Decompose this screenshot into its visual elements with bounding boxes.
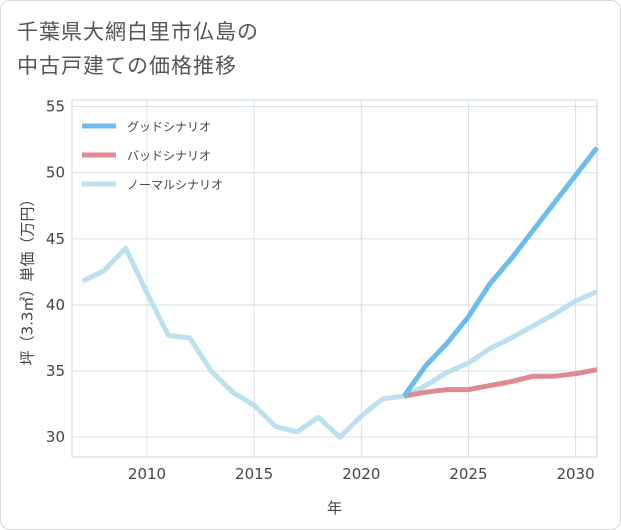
axes: 2010 2015 2020 2025 2030 30 35 40 45 50 55 bbox=[46, 98, 595, 483]
legend-label: グッドシナリオ bbox=[127, 120, 211, 134]
x-axis-title: 年 bbox=[327, 499, 342, 517]
series-line-0 bbox=[402, 146, 599, 398]
x-tick-label: 2020 bbox=[342, 465, 380, 483]
legend-label: ノーマルシナリオ bbox=[127, 178, 223, 192]
x-tick-label: 2025 bbox=[449, 465, 487, 483]
y-tick-label: 55 bbox=[46, 98, 65, 116]
y-tick-label: 40 bbox=[46, 296, 65, 314]
chart-title-line-1: 千葉県大網白里市仏島の bbox=[17, 20, 259, 44]
x-tick-label: 2030 bbox=[556, 465, 594, 483]
y-tick-label: 45 bbox=[46, 230, 65, 248]
y-tick-label: 35 bbox=[46, 362, 65, 380]
chart-title-line-2: 中古戸建ての価格推移 bbox=[17, 54, 237, 78]
chart-title: 千葉県大網白里市仏島の 中古戸建ての価格推移 bbox=[17, 15, 259, 83]
series-layer bbox=[81, 146, 599, 440]
y-tick-label: 30 bbox=[46, 428, 65, 446]
series-line-2 bbox=[81, 245, 598, 440]
x-tick-label: 2015 bbox=[235, 465, 273, 483]
y-tick-label: 50 bbox=[46, 164, 65, 182]
x-tick-label: 2010 bbox=[128, 465, 166, 483]
plot-frame bbox=[71, 99, 598, 458]
legend-label: バッドシナリオ bbox=[127, 149, 211, 163]
grid bbox=[71, 99, 598, 458]
series-line-1 bbox=[403, 367, 598, 399]
y-axis-title: 坪（3.3㎡）単価（万円） bbox=[19, 192, 37, 366]
